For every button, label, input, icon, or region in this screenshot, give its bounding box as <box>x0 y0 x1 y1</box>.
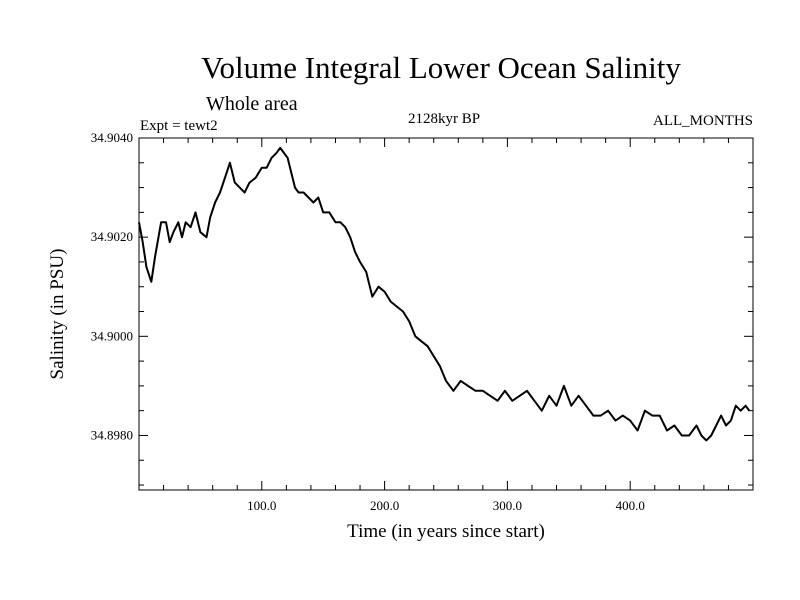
y-tick-label: 34.8980 <box>91 427 133 442</box>
y-tick-label: 34.9000 <box>91 328 133 343</box>
experiment-label: Expt = tewt2 <box>140 118 218 134</box>
y-tick-label: 34.9040 <box>91 130 133 145</box>
months-label: ALL_MONTHS <box>653 113 753 129</box>
y-axis-label: Salinity (in PSU) <box>47 249 68 380</box>
x-axis-label: Time (in years since start) <box>347 521 545 542</box>
chart-title: Volume Integral Lower Ocean Salinity <box>201 50 681 85</box>
plot-frame <box>138 137 754 491</box>
x-tick-label: 300.0 <box>493 498 522 513</box>
salinity-series-line <box>138 146 751 442</box>
y-tick-label: 34.9020 <box>91 229 133 244</box>
x-tick-label: 200.0 <box>370 498 399 513</box>
y-axis-ticks: 34.8980 34.9000 34.9020 34.9040 <box>91 130 753 486</box>
series-group <box>138 146 751 442</box>
chart-subtitle: Whole area <box>206 93 298 115</box>
x-tick-label: 400.0 <box>616 498 645 513</box>
x-tick-label: 100.0 <box>247 498 276 513</box>
x-axis-ticks: 100.0 200.0 300.0 400.0 <box>138 138 754 513</box>
period-label: 2128kyr BP <box>408 111 480 127</box>
